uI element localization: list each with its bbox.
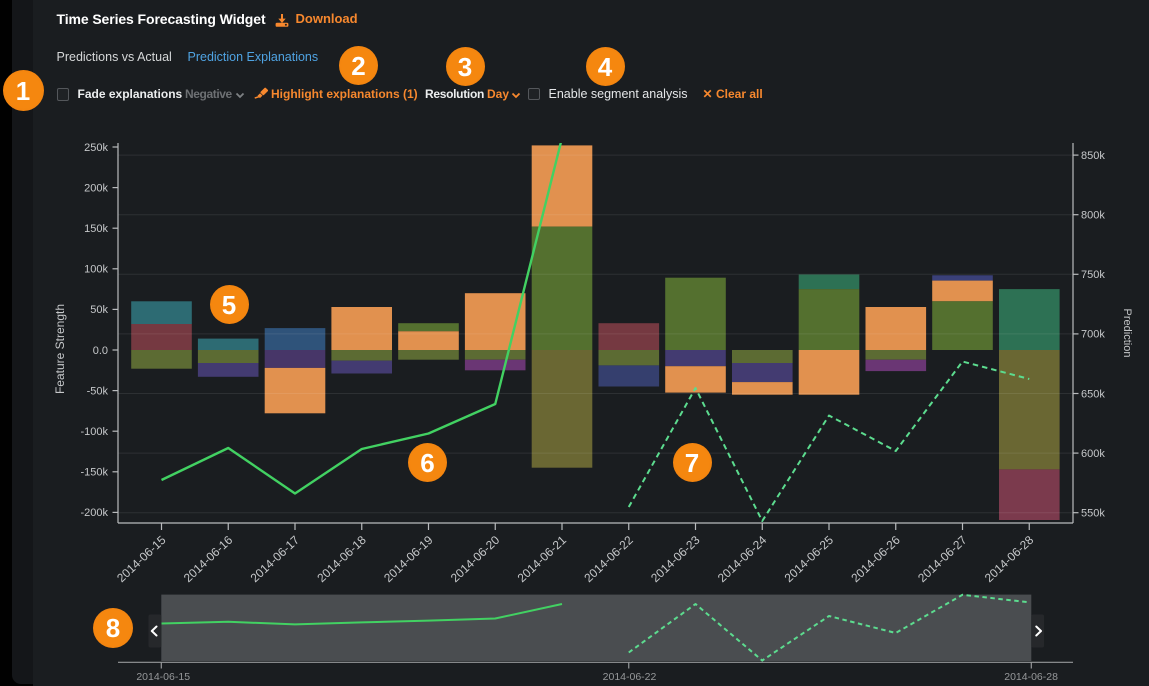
svg-text:2014-06-15: 2014-06-15 [114, 533, 169, 585]
svg-text:2014-06-23: 2014-06-23 [648, 533, 703, 585]
svg-text:750k: 750k [1081, 269, 1105, 281]
svg-text:2014-06-28: 2014-06-28 [982, 533, 1037, 585]
svg-text:2014-06-18: 2014-06-18 [314, 533, 369, 585]
svg-text:-100k: -100k [80, 426, 108, 438]
svg-text:0.0: 0.0 [93, 345, 108, 357]
svg-text:2014-06-17: 2014-06-17 [248, 533, 303, 585]
svg-text:550k: 550k [1081, 508, 1105, 520]
svg-text:250k: 250k [84, 142, 108, 154]
svg-text:2014-06-28: 2014-06-28 [1004, 671, 1058, 683]
svg-text:2014-06-22: 2014-06-22 [581, 533, 636, 585]
svg-text:850k: 850k [1081, 150, 1105, 162]
svg-text:2014-06-24: 2014-06-24 [715, 533, 770, 585]
svg-text:2014-06-26: 2014-06-26 [848, 533, 903, 585]
svg-text:2014-06-25: 2014-06-25 [782, 533, 837, 585]
svg-text:200k: 200k [84, 182, 108, 194]
svg-text:Prediction: Prediction [1121, 309, 1133, 358]
svg-text:Feature Strength: Feature Strength [53, 304, 67, 394]
svg-text:650k: 650k [1081, 388, 1105, 400]
svg-text:50k: 50k [90, 304, 108, 316]
svg-text:-200k: -200k [80, 507, 108, 519]
svg-text:600k: 600k [1081, 448, 1105, 460]
svg-text:700k: 700k [1081, 329, 1105, 341]
svg-text:-50k: -50k [87, 385, 109, 397]
svg-text:2014-06-21: 2014-06-21 [515, 533, 570, 585]
svg-text:2014-06-16: 2014-06-16 [181, 533, 236, 585]
svg-text:150k: 150k [84, 223, 108, 235]
svg-text:-150k: -150k [80, 467, 108, 479]
svg-text:800k: 800k [1081, 210, 1105, 222]
svg-text:2014-06-15: 2014-06-15 [136, 671, 190, 683]
svg-text:2014-06-22: 2014-06-22 [603, 671, 657, 683]
svg-text:2014-06-27: 2014-06-27 [915, 533, 970, 585]
svg-text:2014-06-19: 2014-06-19 [381, 533, 436, 585]
svg-text:100k: 100k [84, 264, 108, 276]
svg-text:2014-06-20: 2014-06-20 [448, 533, 503, 585]
